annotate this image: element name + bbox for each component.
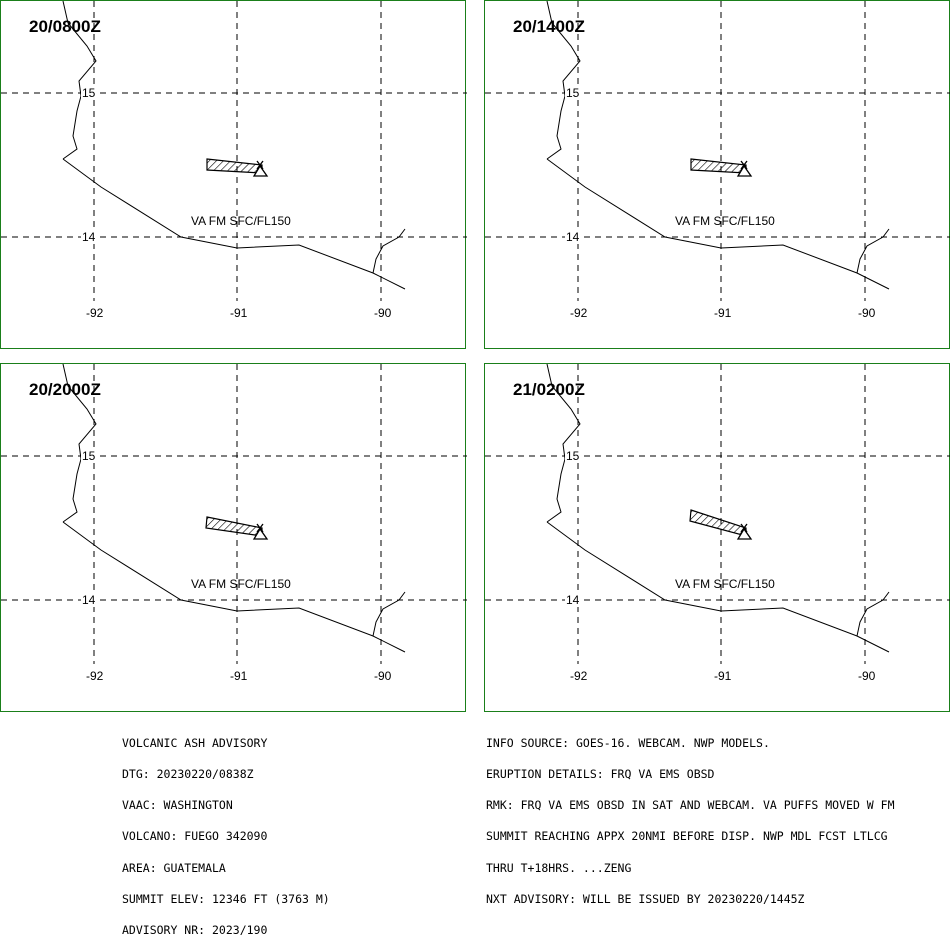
map-panel-4: 21/0200Z 15 14 -92 -91 -90 VA FM SFC/FL1…	[484, 363, 950, 712]
lon-label-90: -90	[857, 669, 877, 683]
lon-label-91: -91	[229, 306, 249, 320]
ash-plume-polygon	[690, 158, 747, 174]
advisory-line: AREA: GUATEMALA	[122, 860, 226, 875]
ash-plume-polygon	[205, 516, 263, 537]
map-panel-1: 20/0800Z 15 14 -92 -91 -90 VA FM SFC/FL1…	[0, 0, 467, 349]
va-height-label: VA FM SFC/FL150	[675, 214, 775, 228]
vent-marker-icon	[740, 523, 748, 533]
ash-plume-polygon	[689, 509, 747, 537]
advisory-line: NXT ADVISORY: WILL BE ISSUED BY 20230220…	[486, 891, 805, 906]
border-line-east	[372, 591, 406, 637]
va-height-label: VA FM SFC/FL150	[675, 577, 775, 591]
va-height-label: VA FM SFC/FL150	[191, 577, 291, 591]
lon-label-92: -92	[569, 669, 589, 683]
advisory-line: VOLCANIC ASH ADVISORY	[122, 735, 268, 750]
advisory-line: DTG: 20230220/0838Z	[122, 767, 254, 782]
border-line	[546, 364, 581, 523]
advisory-line: VAAC: WASHINGTON	[122, 798, 233, 813]
advisory-line: RMK: FRQ VA EMS OBSD IN SAT AND WEBCAM. …	[486, 798, 895, 813]
ash-plume-polygon	[206, 158, 263, 174]
border-line	[546, 1, 581, 160]
lon-label-90: -90	[373, 306, 393, 320]
advisory-line: SUMMIT REACHING APPX 20NMI BEFORE DISP. …	[486, 829, 888, 844]
lat-label-14: 14	[81, 593, 97, 607]
lat-label-14: 14	[81, 230, 97, 244]
lon-label-92: -92	[569, 306, 589, 320]
lon-label-91: -91	[229, 669, 249, 683]
lon-label-91: -91	[713, 306, 733, 320]
border-line-east	[856, 228, 890, 274]
advisory-line: VOLCANO: FUEGO 342090	[122, 829, 268, 844]
advisory-line: ADVISORY NR: 2023/190	[122, 923, 268, 938]
advisory-line: SUMMIT ELEV: 12346 FT (3763 M)	[122, 891, 330, 906]
lat-label-15: 15	[565, 449, 581, 463]
advisory-line: ERUPTION DETAILS: FRQ VA EMS OBSD	[486, 767, 715, 782]
volcano-triangle-icon	[252, 164, 269, 177]
vent-marker-icon	[256, 160, 264, 170]
border-line	[62, 364, 97, 523]
lon-label-90: -90	[373, 669, 393, 683]
advisory-header-block: VOLCANIC ASH ADVISORY DTG: 20230220/0838…	[122, 717, 330, 946]
map-graphic	[1, 364, 467, 664]
panel-time: 20/2000Z	[29, 380, 101, 399]
map-panel-3: 20/2000Z 15 14 -92 -91 -90 VA FM SFC/FL1…	[0, 363, 467, 712]
panel-time: 20/0800Z	[29, 17, 101, 36]
advisory-line: INFO SOURCE: GOES-16. WEBCAM. NWP MODELS…	[486, 735, 770, 750]
volcano-triangle-icon	[252, 527, 269, 540]
vent-marker-icon	[740, 160, 748, 170]
map-graphic	[485, 364, 950, 664]
border-line-east	[372, 228, 406, 274]
va-height-label: VA FM SFC/FL150	[191, 214, 291, 228]
lat-label-15: 15	[565, 86, 581, 100]
vent-marker-icon	[256, 523, 264, 533]
map-panel-2: 20/1400Z 15 14 -92 -91 -90 VA FM SFC/FL1…	[484, 0, 950, 349]
border-line-east	[856, 591, 890, 637]
advisory-line: THRU T+18HRS. ...ZENG	[486, 860, 632, 875]
volcano-triangle-icon	[736, 527, 753, 540]
map-graphic	[1, 1, 467, 301]
advisory-details-block: INFO SOURCE: GOES-16. WEBCAM. NWP MODELS…	[486, 717, 895, 915]
panel-time: 21/0200Z	[513, 380, 585, 399]
lon-label-91: -91	[713, 669, 733, 683]
map-graphic	[485, 1, 950, 301]
lon-label-90: -90	[857, 306, 877, 320]
lat-label-15: 15	[81, 86, 97, 100]
lat-label-14: 14	[565, 593, 581, 607]
border-line	[62, 1, 97, 160]
lon-label-92: -92	[85, 669, 105, 683]
panel-time: 20/1400Z	[513, 17, 585, 36]
lat-label-15: 15	[81, 449, 97, 463]
volcano-triangle-icon	[736, 164, 753, 177]
lon-label-92: -92	[85, 306, 105, 320]
lat-label-14: 14	[565, 230, 581, 244]
